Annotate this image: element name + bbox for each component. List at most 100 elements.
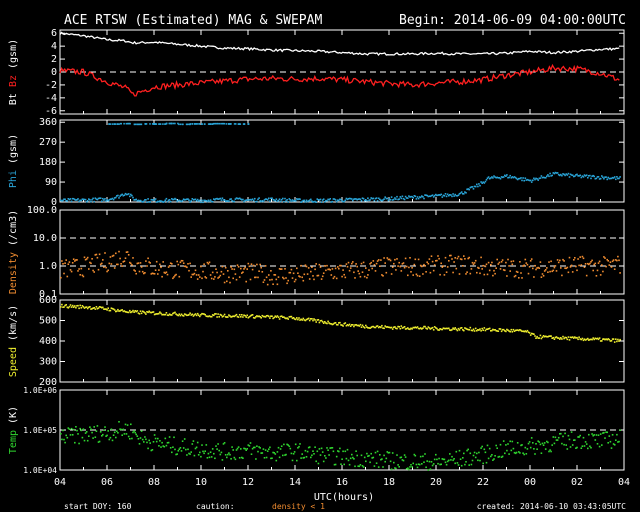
data-point bbox=[220, 270, 223, 273]
data-point bbox=[428, 327, 431, 329]
data-point bbox=[485, 328, 488, 331]
data-point bbox=[171, 198, 173, 200]
data-point bbox=[522, 330, 524, 332]
data-point bbox=[569, 446, 572, 448]
data-point bbox=[272, 283, 274, 285]
data-point bbox=[172, 122, 175, 125]
data-point bbox=[292, 272, 295, 275]
data-point bbox=[147, 257, 149, 260]
data-point bbox=[576, 336, 578, 339]
data-point bbox=[613, 444, 616, 446]
data-point bbox=[325, 199, 327, 202]
data-point bbox=[196, 123, 198, 125]
data-point bbox=[158, 123, 160, 125]
data-point bbox=[247, 316, 250, 319]
data-point bbox=[343, 322, 345, 325]
data-point bbox=[337, 450, 339, 452]
data-point bbox=[95, 430, 98, 432]
data-point bbox=[618, 259, 620, 262]
data-point bbox=[158, 200, 160, 203]
data-point bbox=[540, 276, 543, 278]
data-point bbox=[557, 261, 560, 264]
data-point bbox=[211, 123, 213, 125]
data-point bbox=[471, 459, 474, 462]
y-tick-label: -6 bbox=[45, 106, 57, 117]
data-point bbox=[125, 251, 128, 253]
data-point bbox=[75, 199, 77, 201]
data-point bbox=[251, 314, 254, 316]
data-point bbox=[366, 199, 368, 202]
data-point bbox=[219, 453, 222, 456]
data-point bbox=[120, 428, 122, 431]
data-point bbox=[470, 329, 473, 332]
data-point bbox=[591, 338, 593, 341]
data-point bbox=[360, 454, 363, 457]
data-point bbox=[324, 201, 326, 203]
data-point bbox=[251, 198, 254, 200]
y-tick-label: 4 bbox=[51, 41, 57, 52]
data-point bbox=[498, 177, 501, 179]
data-point bbox=[126, 193, 129, 196]
data-point bbox=[377, 259, 380, 261]
data-point bbox=[109, 436, 112, 439]
data-point bbox=[338, 322, 340, 324]
data-point bbox=[361, 197, 364, 199]
data-point bbox=[542, 444, 545, 446]
data-point bbox=[532, 442, 534, 444]
data-point bbox=[341, 324, 343, 326]
data-point bbox=[571, 336, 574, 338]
data-point bbox=[612, 338, 615, 340]
data-point bbox=[352, 456, 354, 459]
data-point bbox=[113, 431, 116, 434]
data-point bbox=[537, 440, 539, 442]
data-point bbox=[80, 429, 83, 432]
data-point bbox=[218, 276, 220, 278]
data-point bbox=[229, 315, 231, 317]
data-point bbox=[174, 448, 176, 451]
data-point bbox=[548, 261, 550, 263]
y-tick-label: 0 bbox=[51, 67, 57, 78]
data-point bbox=[395, 467, 397, 470]
data-point bbox=[424, 265, 426, 267]
data-point bbox=[177, 122, 179, 125]
data-point bbox=[64, 441, 66, 444]
data-point bbox=[613, 176, 616, 178]
data-point bbox=[486, 328, 489, 330]
data-point bbox=[146, 311, 148, 313]
data-point bbox=[574, 439, 576, 441]
data-point bbox=[143, 272, 145, 275]
data-point bbox=[169, 314, 172, 316]
data-point bbox=[516, 178, 519, 181]
data-point bbox=[527, 179, 530, 181]
data-point bbox=[541, 273, 544, 275]
data-point bbox=[605, 176, 607, 178]
data-point bbox=[357, 324, 359, 327]
data-point bbox=[240, 267, 242, 270]
data-point bbox=[515, 451, 518, 454]
data-point bbox=[483, 448, 486, 451]
data-points bbox=[60, 421, 621, 471]
data-point bbox=[275, 459, 278, 462]
data-point bbox=[521, 179, 523, 182]
data-point bbox=[382, 199, 384, 201]
data-point bbox=[423, 263, 425, 266]
data-point bbox=[287, 318, 289, 320]
data-point bbox=[99, 263, 102, 266]
data-point bbox=[370, 197, 372, 199]
data-point bbox=[268, 315, 270, 318]
data-point bbox=[237, 446, 240, 448]
data-point bbox=[405, 468, 408, 470]
data-point bbox=[618, 177, 620, 180]
data-point bbox=[521, 330, 523, 333]
data-point bbox=[144, 272, 146, 274]
data-point bbox=[218, 316, 220, 318]
data-point bbox=[391, 452, 394, 454]
data-point bbox=[229, 123, 231, 125]
data-point bbox=[252, 199, 255, 202]
data-point bbox=[301, 276, 303, 279]
data-point bbox=[616, 340, 618, 343]
data-point bbox=[258, 446, 260, 448]
data-point bbox=[111, 123, 114, 125]
data-point bbox=[368, 269, 370, 271]
data-point bbox=[173, 198, 175, 201]
